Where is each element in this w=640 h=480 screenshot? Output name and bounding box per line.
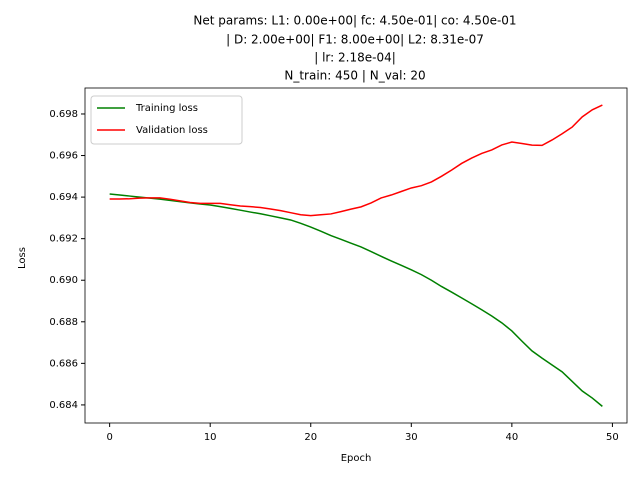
chart-title: Net params: L1: 0.00e+00| fc: 4.50e-01| … bbox=[193, 14, 516, 28]
y-tick-label: 0.686 bbox=[49, 358, 78, 369]
x-axis-label: Epoch bbox=[341, 453, 372, 464]
data-line bbox=[109, 104, 603, 217]
y-tick-label: 0.698 bbox=[49, 109, 78, 120]
y-tick-label: 0.694 bbox=[49, 192, 78, 203]
legend-label: Validation loss bbox=[136, 125, 208, 136]
y-tick-label: 0.696 bbox=[49, 151, 78, 162]
chart-title: | D: 2.00e+00| F1: 8.00e+00| L2: 8.31e-0… bbox=[226, 33, 484, 47]
y-axis-label: Loss bbox=[17, 247, 28, 269]
y-tick-label: 0.692 bbox=[49, 234, 78, 245]
y-tick-label: 0.688 bbox=[49, 317, 78, 328]
x-tick-label: 20 bbox=[304, 432, 317, 443]
legend-box bbox=[90, 95, 243, 145]
y-tick-label: 0.684 bbox=[49, 400, 78, 411]
chart-title: N_train: 450 | N_val: 20 bbox=[284, 69, 425, 83]
y-tick-label: 0.690 bbox=[49, 275, 78, 286]
x-tick-label: 50 bbox=[606, 432, 619, 443]
chart-title: | lr: 2.18e-04| bbox=[314, 51, 396, 65]
x-tick-label: 10 bbox=[204, 432, 217, 443]
x-tick-label: 40 bbox=[505, 432, 518, 443]
legend-label: Training loss bbox=[135, 103, 198, 114]
axes-frame bbox=[84, 87, 628, 424]
x-tick-label: 0 bbox=[106, 432, 112, 443]
x-tick-label: 30 bbox=[405, 432, 418, 443]
